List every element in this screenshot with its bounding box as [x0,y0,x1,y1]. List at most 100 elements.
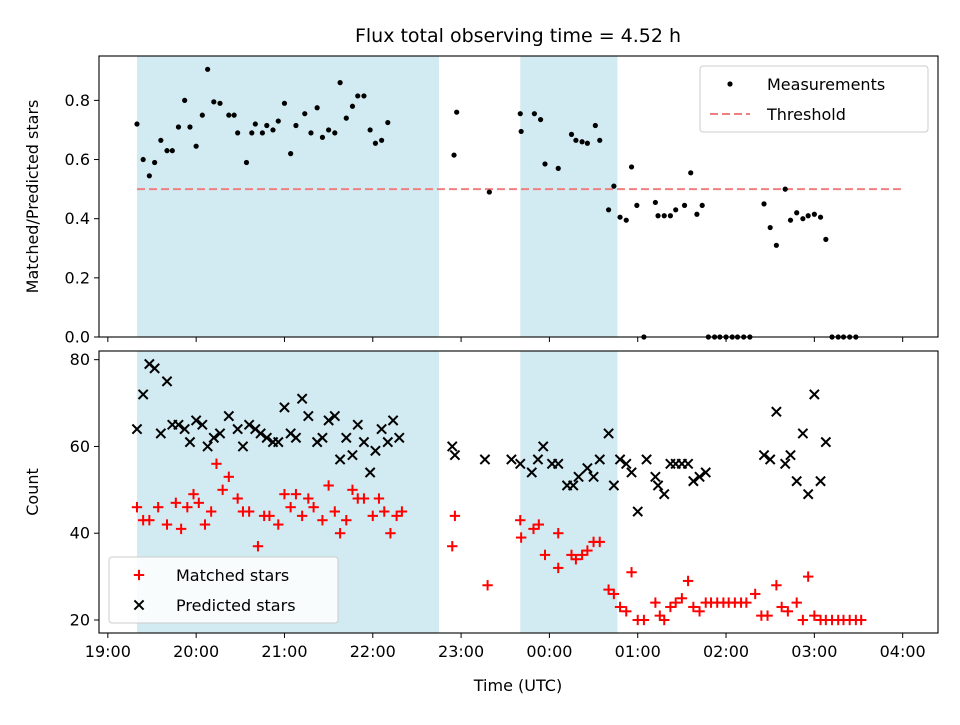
data-point-b [237,441,249,452]
data-point [532,454,544,465]
data-point [182,501,193,513]
data-point [628,164,635,170]
data-point [170,497,182,509]
data-point [682,575,694,587]
shaded-interval-2 [520,56,618,337]
data-point [152,159,158,166]
data-point [340,432,352,444]
legend-label: Measurements [767,75,885,94]
data-point [594,454,606,465]
data-point [367,510,378,522]
data-point [343,115,349,121]
data-point-b [173,419,184,431]
data-point [634,202,640,208]
legend-marker [133,569,145,581]
data-point-b [340,432,352,444]
data-point [158,137,164,143]
data-point [776,601,787,613]
data-point [288,151,294,157]
data-point [797,428,809,439]
data-point [169,148,175,154]
data-point [179,423,190,435]
data-point-b [552,458,564,470]
data-point [573,137,579,143]
data-point-b [144,358,155,370]
data-point [479,454,491,465]
data-point [486,189,492,195]
data-point [329,506,341,517]
data-point [237,441,249,452]
data-point [140,156,146,163]
x-tick-label: 22:00 [350,642,396,661]
data-point-b [358,436,370,448]
data-point-b [364,467,376,478]
data-point-b [329,410,341,422]
data-point [823,236,829,242]
data-point [576,549,588,561]
x-tick-label: 23:00 [438,642,484,661]
x-tick-label: 19:00 [85,642,131,661]
data-point [694,471,705,483]
data-point-b [641,454,652,465]
data-point [528,523,539,535]
data-point-b [506,454,517,465]
data-point [385,528,396,539]
data-point [809,610,820,621]
data-point [296,510,308,522]
data-point [361,93,367,99]
data-point [211,458,222,469]
data-point [329,410,341,422]
data-point-b [791,475,803,487]
legend-marker [133,599,145,611]
data-point-b [161,376,173,387]
data-point-b [603,428,614,439]
data-point-b [758,449,770,461]
plot-frame [98,55,939,338]
data-point [393,432,405,444]
data-point [802,488,814,500]
data-point [193,143,199,149]
data-point-b [370,445,381,457]
y-tick-label: 40 [70,524,90,543]
data-point [137,389,149,400]
data-point [211,99,217,105]
data-point [358,436,370,448]
data-point [175,523,187,535]
data-point [214,428,226,439]
data-point [638,614,650,626]
data-point [794,210,800,216]
data-point [533,519,545,530]
data-point [370,445,381,457]
data-point [296,393,308,405]
data-point [131,501,143,513]
data-point [603,584,614,595]
data-point [243,419,255,431]
data-point [771,580,782,591]
data-point [223,410,235,422]
data-point [661,213,667,219]
data-point [454,109,460,115]
data-point [252,541,264,552]
data-point [797,614,809,626]
data-point [682,458,694,470]
data-point [658,488,670,500]
plot-frame [98,350,939,634]
y-tick-label: 60 [70,437,90,456]
data-point-b [632,506,644,517]
data-point [650,597,661,608]
data-point [146,173,152,179]
data-point [782,186,788,192]
data-point [449,449,461,461]
data-point [573,471,584,483]
data-point [264,122,270,129]
data-point-b [688,475,699,487]
legend-label: Matched stars [176,566,289,585]
data-point [787,217,794,223]
y-tick-label: 0.4 [65,209,90,228]
data-point [539,549,551,561]
data-point [811,211,817,217]
data-point [620,458,632,470]
data-point [372,140,379,146]
data-point [447,541,458,552]
